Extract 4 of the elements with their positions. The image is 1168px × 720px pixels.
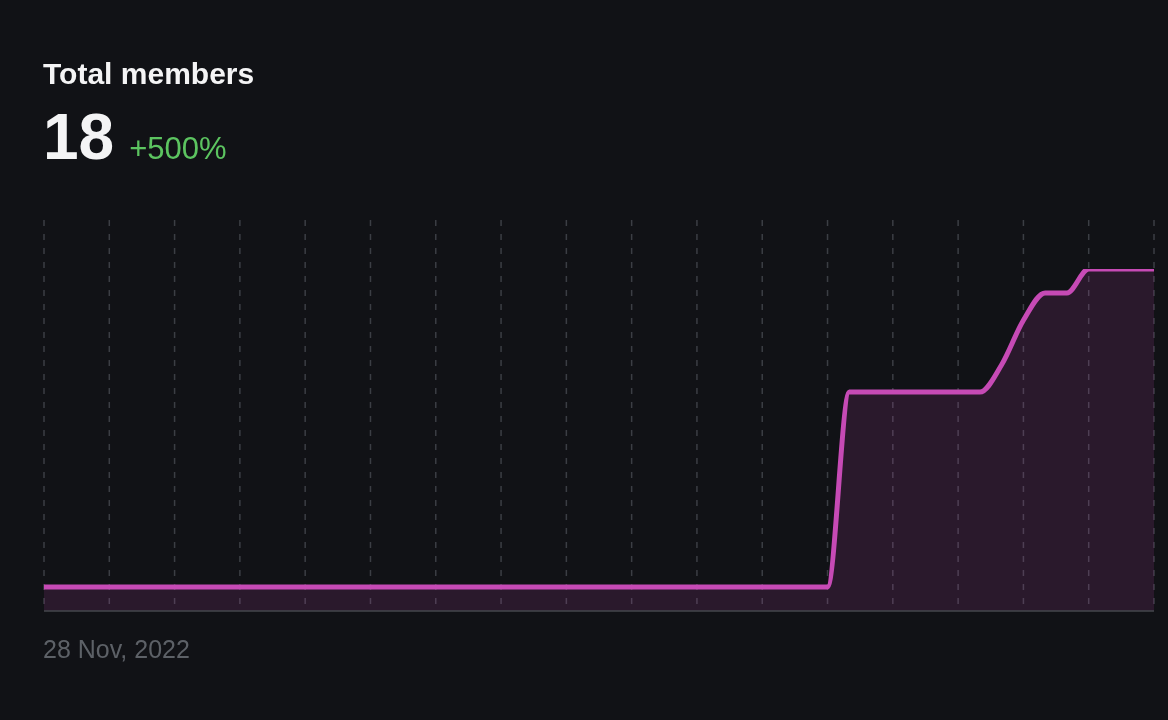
chart-subtitle: 18 bbox=[43, 101, 115, 173]
text: 28 Nov, 2022 bbox=[43, 635, 190, 663]
chart-title: Total members bbox=[43, 57, 255, 90]
text: +500% bbox=[129, 131, 227, 166]
